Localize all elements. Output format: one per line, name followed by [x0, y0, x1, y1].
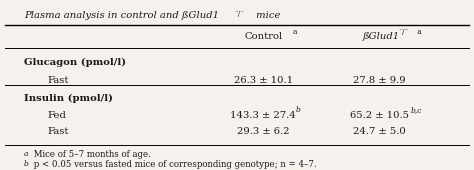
- Text: Glucagon (pmol/l): Glucagon (pmol/l): [24, 58, 126, 67]
- Text: 27.8 ± 9.9: 27.8 ± 9.9: [353, 76, 406, 85]
- Text: 29.3 ± 6.2: 29.3 ± 6.2: [237, 128, 289, 137]
- Text: b: b: [24, 160, 28, 168]
- Text: ⁻/⁻: ⁻/⁻: [398, 28, 409, 36]
- Text: a: a: [24, 150, 28, 158]
- Text: Mice of 5–7 months of age.: Mice of 5–7 months of age.: [31, 150, 151, 159]
- Text: Plasma analysis in control and ßGlud1: Plasma analysis in control and ßGlud1: [24, 11, 219, 20]
- Text: ßGlud1: ßGlud1: [363, 32, 400, 41]
- Text: mice: mice: [253, 11, 280, 20]
- Text: Fast: Fast: [47, 128, 69, 137]
- Text: Insulin (pmol/l): Insulin (pmol/l): [24, 94, 113, 103]
- Text: a: a: [415, 28, 422, 36]
- Text: 26.3 ± 10.1: 26.3 ± 10.1: [234, 76, 292, 85]
- Text: 143.3 ± 27.4: 143.3 ± 27.4: [230, 111, 296, 120]
- Text: a: a: [293, 28, 297, 36]
- Text: ⁻/⁻: ⁻/⁻: [235, 10, 245, 18]
- Text: b,c: b,c: [410, 106, 422, 114]
- Text: 24.7 ± 5.0: 24.7 ± 5.0: [353, 128, 406, 137]
- Text: Fast: Fast: [47, 76, 69, 85]
- Text: b: b: [295, 106, 300, 114]
- Text: Fed: Fed: [47, 111, 66, 120]
- Text: Control: Control: [244, 32, 282, 41]
- Text: p < 0.05 versus fasted mice of corresponding genotype; n = 4–7.: p < 0.05 versus fasted mice of correspon…: [31, 160, 317, 169]
- Text: 65.2 ± 10.5: 65.2 ± 10.5: [350, 111, 409, 120]
